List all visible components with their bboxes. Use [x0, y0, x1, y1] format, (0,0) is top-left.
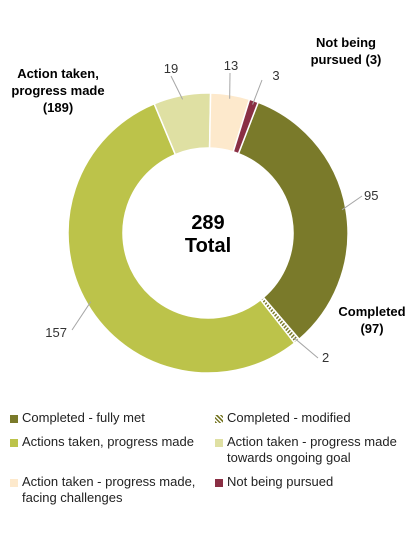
legend-item-completed-fully-met: Completed - fully met	[10, 410, 215, 426]
data-labels: 95 2 157 19 13 3	[45, 58, 378, 365]
legend-label: Completed - fully met	[22, 410, 145, 425]
data-label: 13	[224, 58, 238, 73]
slice-actions-taken-progress-made	[67, 102, 296, 374]
data-label: 3	[272, 68, 279, 83]
leader-line	[71, 301, 92, 331]
group-label-not-pursued-line1: Not being	[316, 35, 376, 50]
group-label-not-pursued-line2: pursued (3)	[311, 52, 382, 67]
legend-item-ongoing-goal: Action taken - progress made towards ong…	[215, 434, 410, 466]
group-label-action-taken-line2: progress made	[11, 83, 104, 98]
legend-swatch	[10, 439, 18, 447]
data-label: 157	[45, 325, 67, 340]
legend-swatch	[215, 439, 223, 447]
group-label-action-taken-line3: (189)	[43, 100, 73, 115]
legend-item-actions-taken: Actions taken, progress made	[10, 434, 215, 466]
data-label: 19	[164, 61, 178, 76]
data-label: 95	[364, 188, 378, 203]
leader-line	[341, 195, 363, 211]
center-total-label: Total	[185, 235, 231, 257]
slice-not-being-pursued	[232, 98, 260, 155]
data-label: 2	[322, 350, 329, 365]
legend-item-completed-modified: Completed - modified	[215, 410, 410, 426]
legend-swatch	[215, 415, 223, 423]
chart-legend: Completed - fully met Completed - modifi…	[10, 410, 410, 506]
leader-line	[252, 79, 263, 105]
legend-label: Not being pursued	[227, 474, 334, 489]
leader-line	[294, 337, 319, 359]
donut-chart: 95 2 157 19 13 3 289 Total Action taken, prog…	[11, 35, 406, 374]
leader-line	[170, 75, 184, 100]
legend-label: Action taken - progress made, facing cha…	[22, 474, 196, 505]
legend-item-not-pursued: Not being pursued	[215, 474, 410, 506]
donut-slices	[67, 92, 349, 374]
legend-label: Action taken - progress made towards ong…	[227, 434, 397, 465]
legend-swatch	[10, 415, 18, 423]
leader-lines	[71, 72, 363, 359]
center-total-value: 289	[191, 212, 224, 234]
legend-label: Completed - modified	[227, 410, 351, 425]
legend-swatch	[215, 479, 223, 487]
legend-label: Actions taken, progress made	[22, 434, 194, 449]
group-label-action-taken-line1: Action taken,	[17, 66, 99, 81]
slice-completed-fully-met	[237, 101, 349, 341]
group-label-completed-line1: Completed	[338, 304, 405, 319]
legend-swatch	[10, 479, 18, 487]
group-label-completed-line2: (97)	[360, 321, 383, 336]
legend-item-facing-challenges: Action taken - progress made, facing cha…	[10, 474, 215, 506]
